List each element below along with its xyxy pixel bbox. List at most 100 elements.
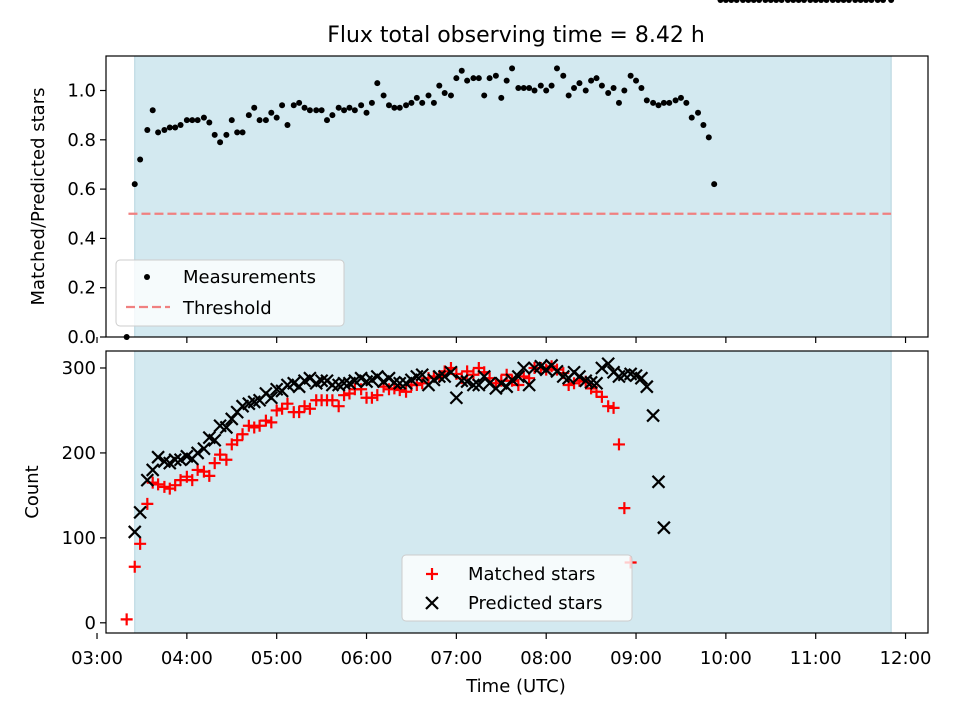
measurement-point (852, 0, 859, 3)
matched-star-point (141, 497, 154, 510)
measurement-point (677, 94, 684, 101)
measurement-point (588, 77, 595, 84)
measurement-point (177, 122, 184, 129)
matched-star-point (303, 402, 316, 415)
measurement-point (374, 80, 381, 87)
measurement-point (543, 87, 550, 94)
legend-matched-marker (426, 568, 438, 580)
measurement-point (672, 97, 679, 104)
measurement-point (845, 0, 852, 3)
predicted-star-point (572, 369, 587, 384)
measurement-point (155, 129, 162, 136)
measurement-point (565, 92, 572, 99)
matched-star-point (174, 474, 187, 487)
measurement-point (683, 99, 690, 106)
predicted-star-point (392, 376, 407, 391)
predicted-star-point (511, 369, 526, 384)
y-tick-label: 0.0 (67, 327, 96, 348)
bottom-x-ticks: 03:00 04:00 05:00 06:00 07:00 08:00 09:00 10:00… (71, 633, 931, 669)
matched-star-point (607, 401, 620, 414)
x-tick-label: 11:00 (790, 648, 842, 669)
y-tick-label: 0.6 (67, 179, 96, 200)
measurement-point (750, 0, 757, 3)
measurement-point (323, 117, 330, 124)
measurement-point (784, 0, 791, 3)
predicted-star-point (516, 361, 531, 375)
measurement-point (403, 102, 410, 109)
measurement-point (189, 117, 196, 124)
predicted-star-point (444, 365, 458, 380)
measurement-point (874, 0, 881, 3)
matched-star-point (326, 394, 339, 407)
measurement-point (441, 89, 448, 96)
predicted-star-point (168, 452, 182, 467)
legend-box (401, 554, 633, 622)
matched-star-point (152, 478, 165, 491)
count-legend: Matched stars Predicted stars (401, 554, 633, 622)
measurement-point (436, 82, 443, 89)
measurement-point (660, 99, 667, 106)
matched-star-point (220, 453, 233, 466)
measurement-point (650, 99, 657, 106)
predicted-star-point (415, 368, 430, 382)
y-tick-label: 300 (62, 358, 96, 379)
predicted-star-point (325, 378, 340, 392)
matched-star-point (214, 448, 227, 461)
matched-star-point (400, 385, 413, 398)
matched-star-point (253, 419, 266, 432)
measurement-point (358, 102, 365, 109)
predicted-star-point (437, 369, 452, 384)
predicted-star-point (264, 390, 279, 405)
matched-star-point (120, 613, 133, 626)
measurement-points (123, 0, 895, 340)
measurement-point (509, 65, 516, 72)
measurement-point (598, 82, 605, 89)
predicted-star-point (314, 373, 329, 388)
measurement-point (268, 109, 275, 116)
measurement-point (840, 0, 847, 3)
measurement-point (341, 107, 348, 114)
measurement-point (615, 99, 622, 106)
measurement-point (553, 65, 560, 72)
measurement-point (419, 99, 426, 106)
measurement-point (413, 94, 420, 101)
measurement-point (486, 75, 493, 82)
y-tick-label: 1.0 (67, 81, 96, 102)
measurement-point (745, 0, 752, 3)
measurement-point (548, 82, 555, 89)
y-tick-label: 0 (85, 613, 96, 634)
measurement-point (430, 99, 437, 106)
predicted-star-points (127, 356, 671, 539)
predicted-star-point (651, 475, 666, 489)
measurement-point (234, 129, 241, 136)
matched-star-point (612, 438, 625, 451)
measurement-point (695, 109, 702, 116)
measurement-point (688, 114, 695, 121)
measurement-point (728, 0, 735, 3)
legend-predicted-marker (425, 596, 439, 610)
top-x-ticks (96, 337, 907, 343)
measurement-point (329, 112, 336, 119)
matched-star-point (134, 537, 147, 550)
matched-star-point (332, 400, 345, 413)
x-axis-label: Time (UTC) (465, 676, 566, 697)
matched-star-point (355, 383, 368, 396)
predicted-star-point (151, 450, 165, 464)
measurement-point (863, 0, 870, 3)
predicted-star-point (449, 390, 464, 405)
matched-star-point (602, 400, 615, 413)
matched-star-point (191, 463, 204, 476)
matched-star-point (393, 384, 406, 397)
predicted-star-point (197, 441, 211, 456)
measurement-point (194, 117, 201, 124)
measurement-point (633, 77, 640, 84)
measurement-point (503, 77, 510, 84)
measurement-point (385, 102, 392, 109)
measurement-point (273, 114, 280, 121)
measurement-point (593, 75, 600, 82)
measurement-point (296, 99, 303, 106)
measurement-point (520, 85, 527, 92)
measurement-point (464, 77, 471, 84)
predicted-star-point (207, 433, 222, 447)
measurement-point (453, 75, 460, 82)
